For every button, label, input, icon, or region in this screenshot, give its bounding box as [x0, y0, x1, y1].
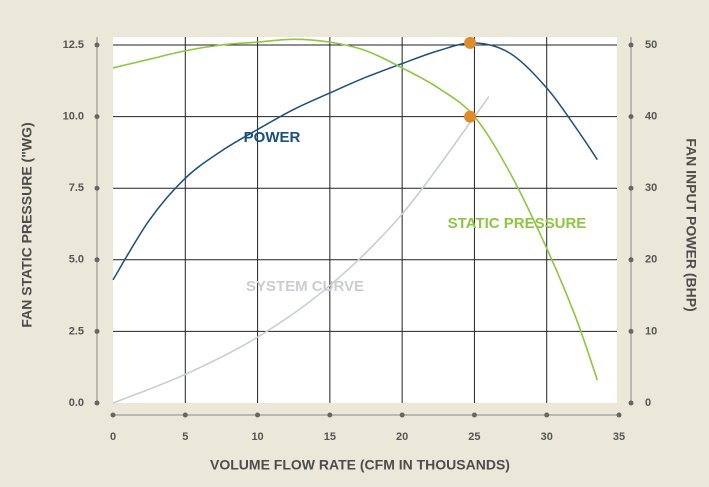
- y2-tick-label: 20: [645, 254, 657, 266]
- y-tick-mark: [94, 257, 100, 263]
- x-tick-label: 30: [541, 431, 553, 443]
- y2-tick-label: 40: [645, 111, 657, 123]
- series-line: [112, 42, 598, 281]
- y-tick-mark: [94, 42, 100, 48]
- x-tick-mark: [399, 412, 405, 418]
- y2-tick-mark: [628, 185, 634, 191]
- y2-tick-mark: [628, 328, 634, 334]
- y2-tick-label: 30: [645, 182, 657, 194]
- y-tick-label: 2.5: [69, 325, 84, 337]
- x-tick-label: 25: [468, 431, 480, 443]
- x-tick-label: 5: [182, 431, 188, 443]
- y2-axis-label: FAN INPUT POWER (BHP): [683, 138, 699, 311]
- y-tick-label: 10.0: [63, 111, 84, 123]
- y-tick-mark: [94, 328, 100, 334]
- y-axis-label: FAN STATIC PRESSURE ("WG): [19, 122, 35, 327]
- x-axis-label: VOLUME FLOW RATE (CFM IN THOUSANDS): [210, 457, 510, 473]
- y-tick-mark: [94, 400, 100, 406]
- x-tick-label: 15: [324, 431, 336, 443]
- operating-point: [464, 36, 477, 49]
- y-tick-mark: [94, 114, 100, 120]
- x-tick-mark: [255, 412, 261, 418]
- y2-tick-label: 50: [645, 39, 657, 51]
- x-tick-mark: [182, 412, 188, 418]
- y-tick-label: 0.0: [69, 397, 84, 409]
- y2-tick-mark: [628, 114, 634, 120]
- series-line: [112, 38, 599, 381]
- y-tick-label: 5.0: [69, 254, 84, 266]
- x-tick-mark: [544, 412, 550, 418]
- y2-tick-mark: [628, 400, 634, 406]
- x-tick-mark: [471, 412, 477, 418]
- y2-tick-label: 0: [645, 397, 651, 409]
- operating-point: [464, 110, 477, 123]
- series-label: POWER: [244, 129, 301, 146]
- y-tick-mark: [94, 185, 100, 191]
- x-tick-label: 20: [396, 431, 408, 443]
- y-tick-label: 7.5: [69, 182, 84, 194]
- x-tick-mark: [616, 412, 622, 418]
- x-tick-label: 10: [251, 431, 263, 443]
- x-tick-mark: [110, 412, 116, 418]
- series-label: SYSTEM CURVE: [246, 278, 364, 295]
- y2-tick-mark: [628, 257, 634, 263]
- series-label: STATIC PRESSURE: [448, 215, 587, 232]
- y-tick-label: 12.5: [63, 39, 84, 51]
- x-tick-label: 35: [613, 431, 625, 443]
- x-tick-label: 0: [110, 431, 116, 443]
- x-tick-mark: [327, 412, 333, 418]
- y2-tick-label: 10: [645, 325, 657, 337]
- y2-tick-mark: [628, 42, 634, 48]
